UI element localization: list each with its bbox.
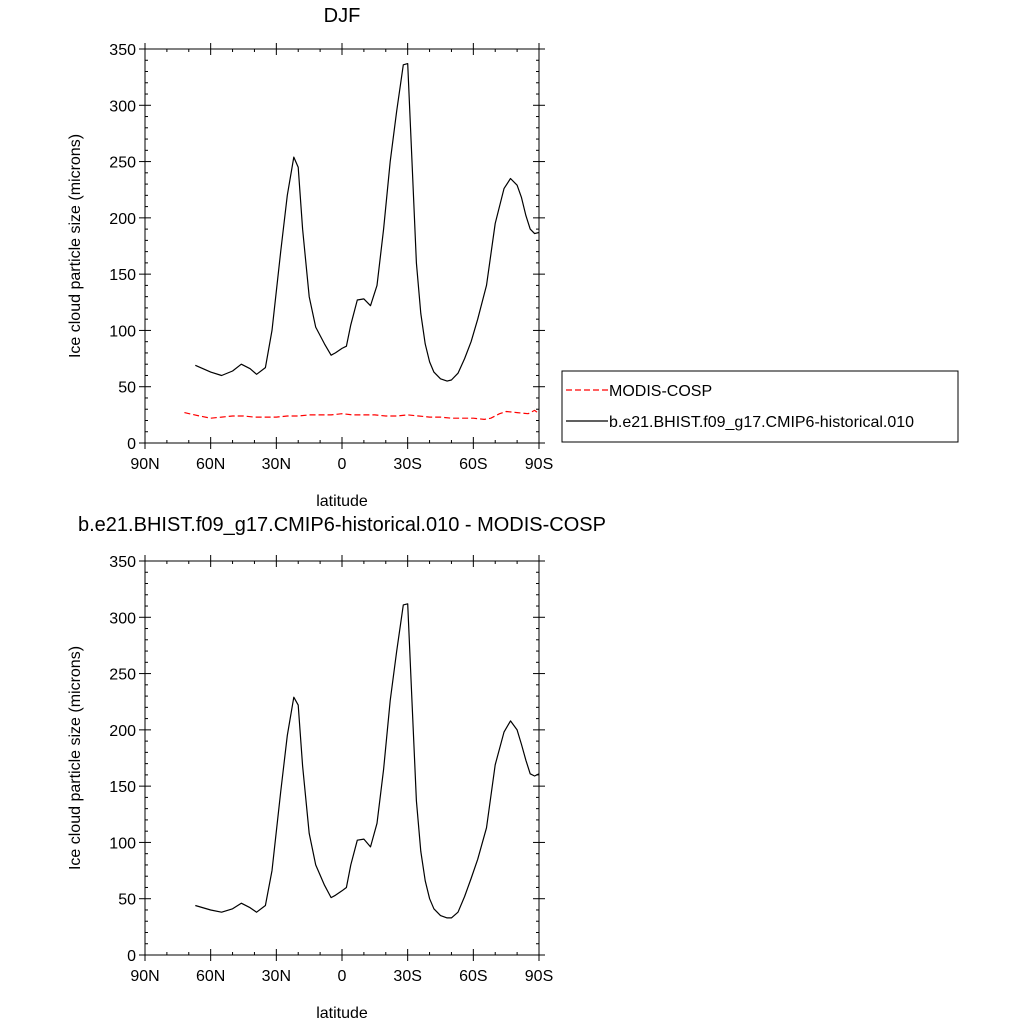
axis-ticks: 0 50 100 150 200 250 300 350 90N 60N 30N 0 30S 60S 90S (109, 554, 553, 985)
x-tick-label: 90N (130, 456, 159, 473)
y-tick-label: 100 (109, 835, 136, 852)
x-axis-label: latitude (316, 493, 368, 510)
y-tick-label: 150 (109, 267, 136, 284)
y-tick-label: 100 (109, 323, 136, 340)
x-tick-label: 60N (196, 456, 225, 473)
x-tick-label: 60S (459, 968, 487, 985)
x-tick-label: 0 (338, 968, 347, 985)
y-tick-label: 350 (109, 42, 136, 59)
y-tick-label: 200 (109, 211, 136, 228)
chart-title: b.e21.BHIST.f09_g17.CMIP6-historical.010… (78, 514, 606, 536)
x-tick-label: 30N (262, 456, 291, 473)
x-tick-label: 90S (525, 456, 553, 473)
chart-title: DJF (324, 5, 361, 27)
y-tick-label: 300 (109, 98, 136, 115)
x-tick-label: 60S (459, 456, 487, 473)
x-tick-label: 30S (393, 968, 421, 985)
legend-label-model: b.e21.BHIST.f09_g17.CMIP6-historical.010 (609, 414, 914, 431)
x-axis-label: latitude (316, 1005, 368, 1022)
series-line-1 (195, 63, 540, 382)
x-tick-label: 0 (338, 456, 347, 473)
y-tick-label: 300 (109, 610, 136, 627)
panel-difference: b.e21.BHIST.f09_g17.CMIP6-historical.010… (67, 514, 606, 1022)
y-tick-label: 350 (109, 554, 136, 571)
x-tick-label: 30S (393, 456, 421, 473)
x-tick-label: 90N (130, 968, 159, 985)
legend-label-modis: MODIS-COSP (609, 383, 712, 400)
y-tick-label: 0 (127, 948, 136, 965)
y-tick-label: 50 (118, 380, 136, 397)
x-tick-label: 90S (525, 968, 553, 985)
x-tick-label: 30N (262, 968, 291, 985)
series-line-0 (195, 603, 540, 919)
series-line-0 (184, 409, 540, 420)
panel-djf: DJF Ice cloud particle size (microns) la… (67, 5, 553, 510)
y-tick-label: 0 (127, 436, 136, 453)
y-tick-label: 200 (109, 723, 136, 740)
legend: MODIS-COSP b.e21.BHIST.f09_g17.CMIP6-his… (561, 370, 959, 443)
axis-ticks: 0 50 100 150 200 250 300 350 90N 60N 30N 0 30S 60S 90S (109, 42, 553, 473)
x-tick-label: 60N (196, 968, 225, 985)
y-axis-label: Ice cloud particle size (microns) (67, 646, 84, 870)
plot-lines (184, 63, 540, 420)
plot-frame (144, 560, 540, 956)
y-tick-label: 250 (109, 667, 136, 684)
y-tick-label: 150 (109, 779, 136, 796)
y-axis-label: Ice cloud particle size (microns) (67, 134, 84, 358)
y-tick-label: 50 (118, 892, 136, 909)
y-tick-label: 250 (109, 155, 136, 172)
legend-box (561, 370, 959, 443)
plot-frame (144, 48, 540, 444)
plot-lines (195, 603, 540, 919)
